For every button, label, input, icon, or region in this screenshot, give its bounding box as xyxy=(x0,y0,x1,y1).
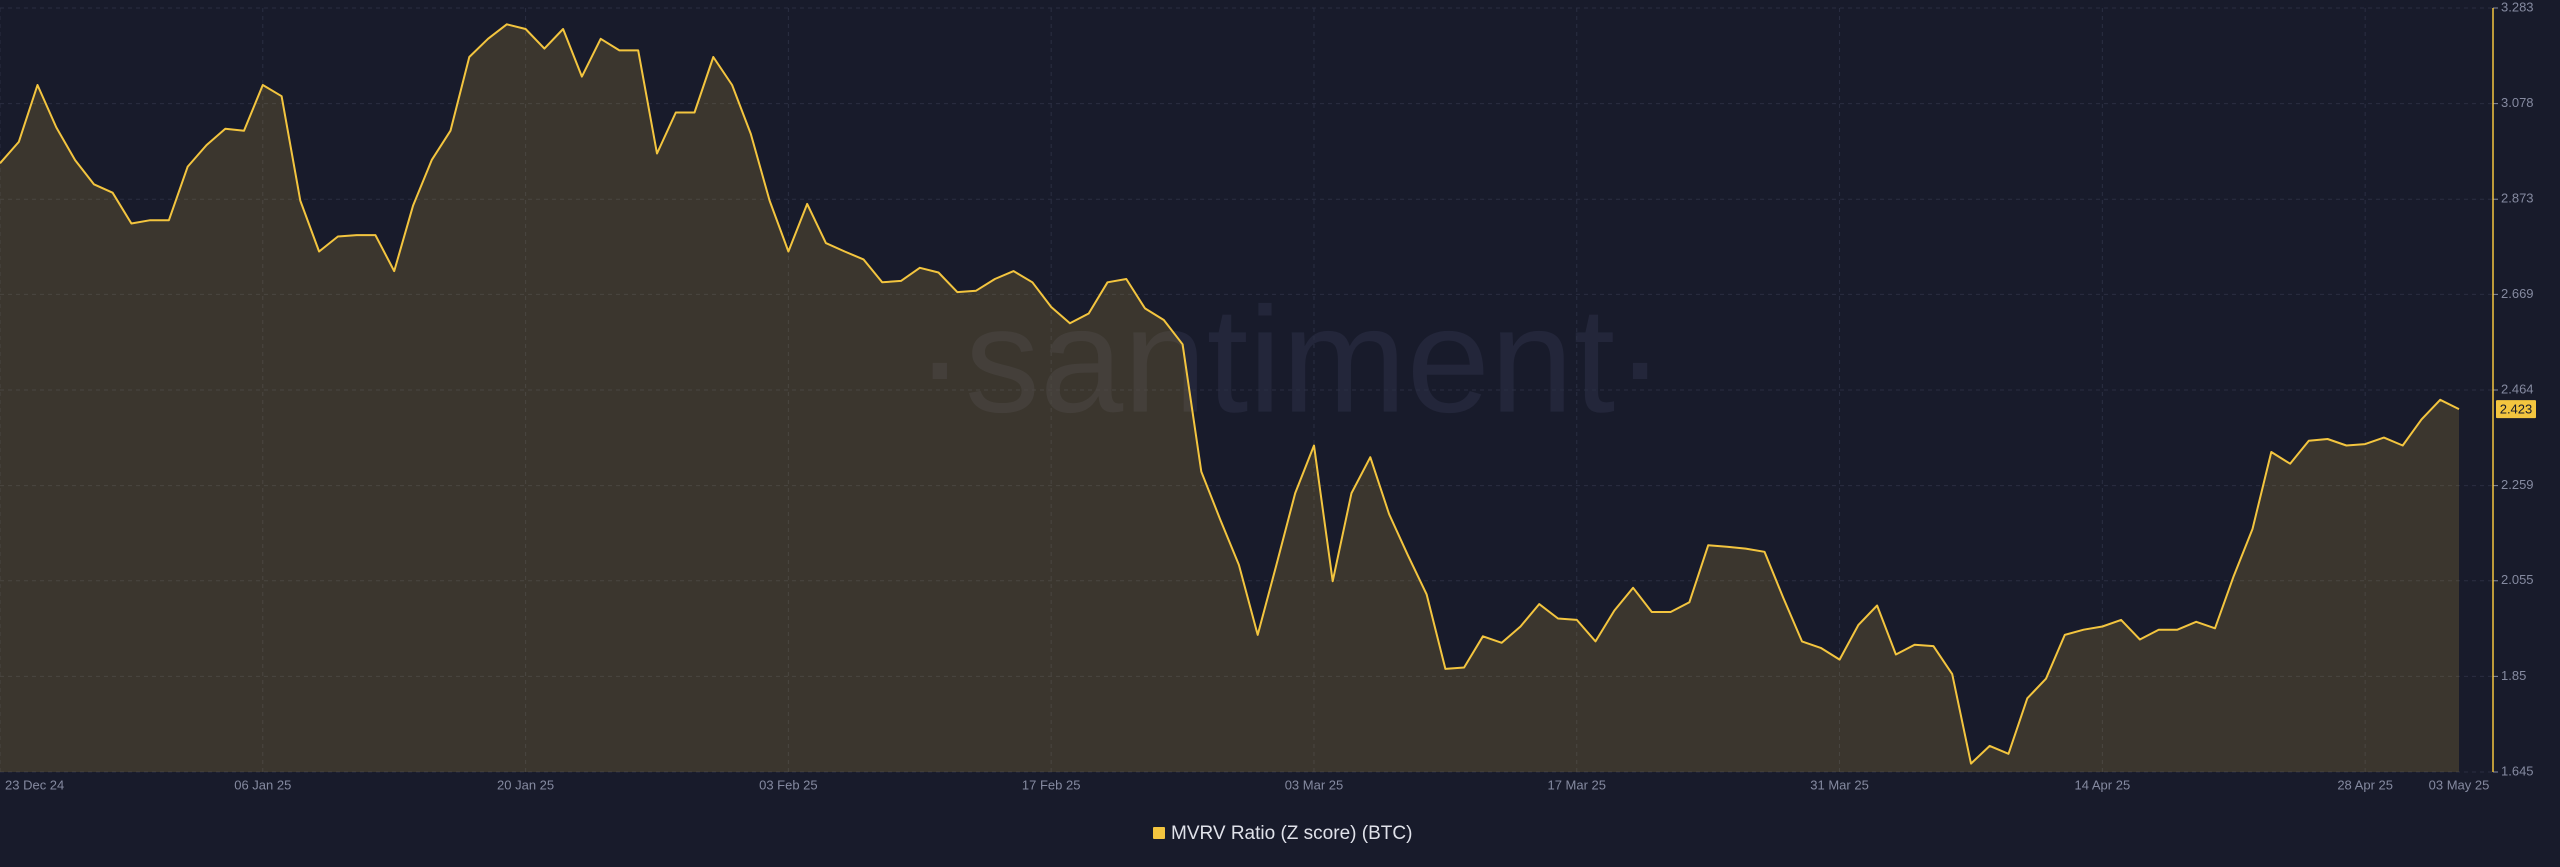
x-tick-label: 20 Jan 25 xyxy=(497,777,554,792)
line xyxy=(0,23,2460,765)
x-tick-label: 31 Mar 25 xyxy=(1810,777,1869,792)
x-tick-label: 28 Apr 25 xyxy=(2337,777,2393,792)
x-tick-label: 23 Dec 24 xyxy=(5,777,64,792)
x-tick-label: 03 Mar 25 xyxy=(1285,777,1344,792)
x-tick-label: 03 May 25 xyxy=(2429,777,2490,792)
y-tick-label: 3.078 xyxy=(2501,95,2534,110)
y-tick-label: 1.85 xyxy=(2501,668,2526,683)
y-tick-label: 2.669 xyxy=(2501,286,2534,301)
x-tick-label: 17 Feb 25 xyxy=(1022,777,1081,792)
y-tick-label: 1.645 xyxy=(2501,763,2534,778)
x-tick-label: 03 Feb 25 xyxy=(759,777,818,792)
x-tick-label: 14 Apr 25 xyxy=(2075,777,2131,792)
area-fill xyxy=(0,24,2459,773)
last-value-label: 2.423 xyxy=(2500,402,2533,417)
y-tick-label: 3.283 xyxy=(2501,0,2534,14)
legend-swatch xyxy=(1153,827,1165,839)
last-value-box xyxy=(2496,400,2536,419)
x-tick-label: 06 Jan 25 xyxy=(234,777,291,792)
y-tick-label: 2.464 xyxy=(2501,381,2534,396)
x-tick-label: 17 Mar 25 xyxy=(1547,777,1606,792)
y-tick-label: 2.873 xyxy=(2501,191,2534,206)
legend-label: MVRV Ratio (Z score) (BTC) xyxy=(1171,823,1412,844)
y-tick-label: 2.259 xyxy=(2501,477,2534,492)
y-tick-label: 2.055 xyxy=(2501,572,2534,587)
watermark: ·santiment· xyxy=(915,276,1665,444)
legend: MVRV Ratio (Z score) (BTC) xyxy=(1153,823,1412,844)
